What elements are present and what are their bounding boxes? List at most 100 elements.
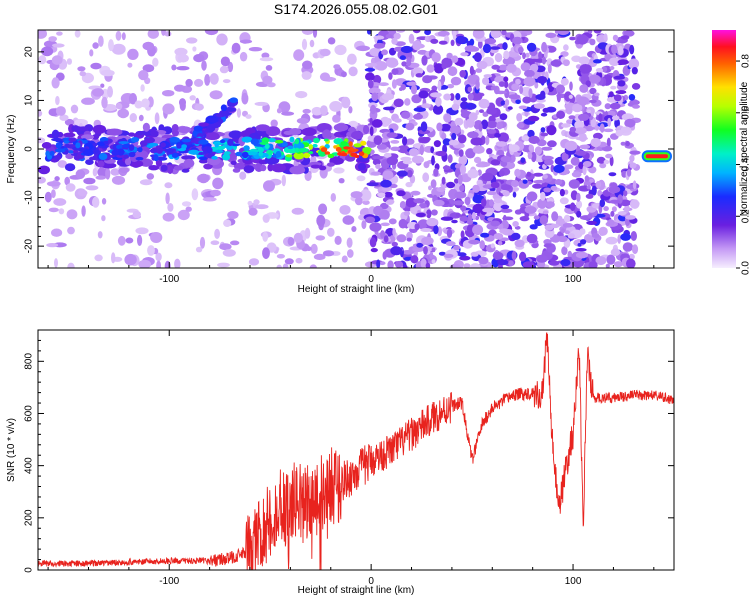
noise-blob	[591, 185, 597, 196]
noise-blob	[185, 206, 192, 212]
noise-blob	[458, 149, 464, 157]
noise-blob	[222, 249, 236, 257]
signal-core	[340, 141, 348, 146]
noise-blob	[57, 160, 67, 168]
noise-blob	[58, 208, 65, 215]
noise-blob	[493, 198, 503, 204]
noise-blob	[545, 201, 555, 208]
noise-blob	[400, 45, 413, 54]
signal-halo	[243, 165, 255, 174]
noise-blob	[489, 46, 501, 50]
noise-blob	[494, 133, 501, 138]
signal-core	[64, 140, 69, 144]
noise-blob	[466, 219, 474, 225]
noise-blob	[605, 153, 613, 159]
noise-blob	[371, 119, 383, 128]
noise-blob	[64, 118, 75, 126]
noise-blob	[609, 199, 621, 204]
noise-blob	[428, 185, 432, 191]
noise-blob	[430, 146, 435, 154]
noise-blob	[108, 39, 114, 52]
noise-blob	[92, 88, 104, 97]
noise-blob	[588, 261, 598, 268]
noise-blob	[262, 247, 270, 259]
noise-blob	[38, 55, 47, 65]
noise-blob	[486, 190, 497, 196]
noise-blob	[339, 205, 351, 215]
signal-branch	[193, 125, 203, 132]
noise-blob	[446, 52, 453, 59]
noise-blob	[576, 192, 581, 202]
noise-blob	[372, 158, 381, 166]
noise-blob	[404, 98, 411, 106]
noise-blob	[459, 185, 465, 192]
noise-blob	[610, 210, 615, 217]
noise-blob	[454, 117, 464, 126]
noise-blob	[311, 106, 323, 116]
noise-blob	[500, 204, 510, 210]
noise-blob	[81, 97, 95, 105]
noise-blob	[48, 36, 57, 42]
noise-blob	[470, 251, 479, 257]
noise-blob	[490, 30, 501, 39]
noise-blob	[384, 191, 393, 198]
noise-blob	[391, 79, 397, 89]
noise-blob	[140, 84, 145, 92]
noise-blob	[617, 80, 626, 87]
signal-peak	[343, 146, 351, 150]
noise-blob	[312, 30, 318, 38]
signal-halo	[148, 165, 160, 171]
noise-blob	[575, 248, 587, 252]
noise-blob	[406, 57, 412, 67]
noise-blob	[490, 86, 498, 91]
noise-blob	[373, 42, 386, 49]
noise-blob	[546, 197, 555, 203]
noise-blob	[446, 181, 456, 189]
noise-blob	[313, 253, 326, 260]
noise-blob	[576, 96, 590, 106]
noise-blob	[561, 123, 571, 128]
noise-blob	[54, 176, 60, 182]
noise-blob	[65, 183, 76, 192]
noise-blob	[367, 79, 374, 89]
noise-blob	[566, 119, 573, 125]
noise-blob	[483, 74, 493, 78]
noise-blob	[241, 92, 249, 105]
noise-blob	[608, 57, 620, 66]
figure-title: S174.2026.055.08.02.G01	[274, 1, 438, 17]
noise-blob	[503, 104, 508, 108]
noise-blob	[512, 187, 520, 191]
noise-blob	[177, 209, 190, 221]
noise-blob	[478, 256, 489, 265]
noise-blob	[529, 224, 538, 230]
snr-frame	[37, 329, 675, 571]
noise-blob	[534, 146, 543, 156]
noise-blob	[100, 69, 115, 77]
noise-blob	[561, 151, 569, 162]
noise-blob	[511, 83, 519, 91]
noise-blob	[502, 190, 510, 197]
noise-blob	[472, 184, 480, 193]
noise-blob	[135, 227, 149, 235]
noise-blob	[419, 203, 427, 209]
noise-blob	[570, 156, 580, 166]
noise-blob	[522, 52, 526, 60]
noise-blob	[276, 253, 285, 259]
noise-blob	[539, 215, 549, 225]
noise-blob	[493, 233, 504, 240]
noise-blob	[330, 193, 336, 202]
signal-core	[243, 145, 250, 152]
spectrogram-y-tick-label: 20	[24, 46, 35, 58]
signal-halo	[322, 129, 332, 140]
noise-blob	[630, 231, 637, 241]
signal-core	[198, 156, 208, 161]
signal-core	[323, 138, 329, 142]
noise-blob	[499, 228, 509, 234]
noise-blob	[70, 104, 79, 114]
noise-blob	[631, 67, 638, 75]
noise-blob	[522, 96, 532, 104]
noise-blob	[437, 80, 442, 92]
noise-blob	[141, 98, 150, 108]
noise-blob	[531, 151, 537, 163]
noise-blob	[347, 249, 354, 258]
